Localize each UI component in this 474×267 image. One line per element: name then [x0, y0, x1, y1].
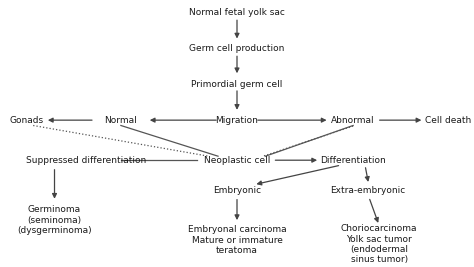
Text: Embryonal carcinoma
Mature or immature
teratoma: Embryonal carcinoma Mature or immature t…: [188, 225, 286, 255]
Text: Normal fetal yolk sac: Normal fetal yolk sac: [189, 7, 285, 17]
Text: Suppressed differentiation: Suppressed differentiation: [26, 156, 146, 165]
Text: Germinoma
(seminoma)
(dysgerminoma): Germinoma (seminoma) (dysgerminoma): [17, 205, 92, 235]
Text: Neoplastic cell: Neoplastic cell: [204, 156, 270, 165]
Text: Cell death: Cell death: [425, 116, 471, 125]
Text: Primordial germ cell: Primordial germ cell: [191, 80, 283, 89]
Text: Gonads: Gonads: [9, 116, 43, 125]
Text: Migration: Migration: [216, 116, 258, 125]
Text: Choriocarcinoma
Yolk sac tumor
(endodermal
sinus tumor): Choriocarcinoma Yolk sac tumor (endoderm…: [341, 224, 418, 264]
Text: Normal: Normal: [104, 116, 137, 125]
Text: Abnormal: Abnormal: [331, 116, 375, 125]
Text: Embryonic: Embryonic: [213, 186, 261, 195]
Text: Extra-embryonic: Extra-embryonic: [330, 186, 405, 195]
Text: Germ cell production: Germ cell production: [189, 44, 285, 53]
Text: Differentiation: Differentiation: [320, 156, 386, 165]
